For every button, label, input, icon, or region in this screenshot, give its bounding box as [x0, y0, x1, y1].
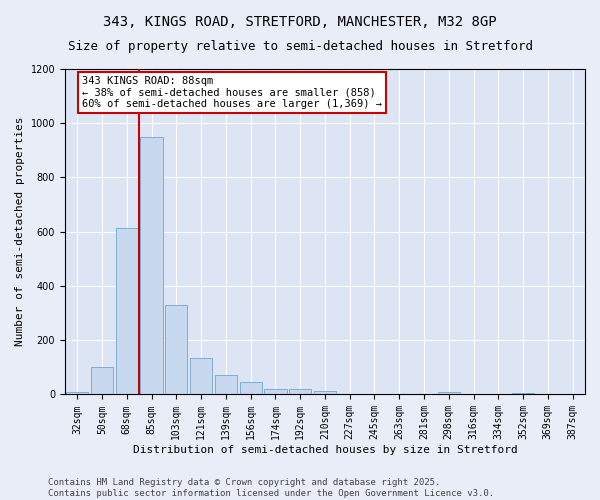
Bar — [140, 137, 163, 394]
Bar — [437, 392, 460, 394]
Text: Size of property relative to semi-detached houses in Stretford: Size of property relative to semi-detach… — [67, 40, 533, 53]
Bar — [264, 388, 287, 394]
Text: 343, KINGS ROAD, STRETFORD, MANCHESTER, M32 8GP: 343, KINGS ROAD, STRETFORD, MANCHESTER, … — [103, 15, 497, 29]
Bar — [314, 390, 336, 394]
Bar — [190, 358, 212, 395]
Bar — [289, 388, 311, 394]
Bar — [66, 392, 88, 394]
Bar — [116, 228, 138, 394]
Text: 343 KINGS ROAD: 88sqm
← 38% of semi-detached houses are smaller (858)
60% of sem: 343 KINGS ROAD: 88sqm ← 38% of semi-deta… — [82, 76, 382, 109]
Bar — [215, 376, 237, 394]
Text: Contains HM Land Registry data © Crown copyright and database right 2025.
Contai: Contains HM Land Registry data © Crown c… — [48, 478, 494, 498]
Y-axis label: Number of semi-detached properties: Number of semi-detached properties — [15, 117, 25, 346]
X-axis label: Distribution of semi-detached houses by size in Stretford: Distribution of semi-detached houses by … — [133, 445, 517, 455]
Bar — [91, 368, 113, 394]
Bar — [165, 305, 187, 394]
Bar — [512, 393, 534, 394]
Bar — [239, 382, 262, 394]
